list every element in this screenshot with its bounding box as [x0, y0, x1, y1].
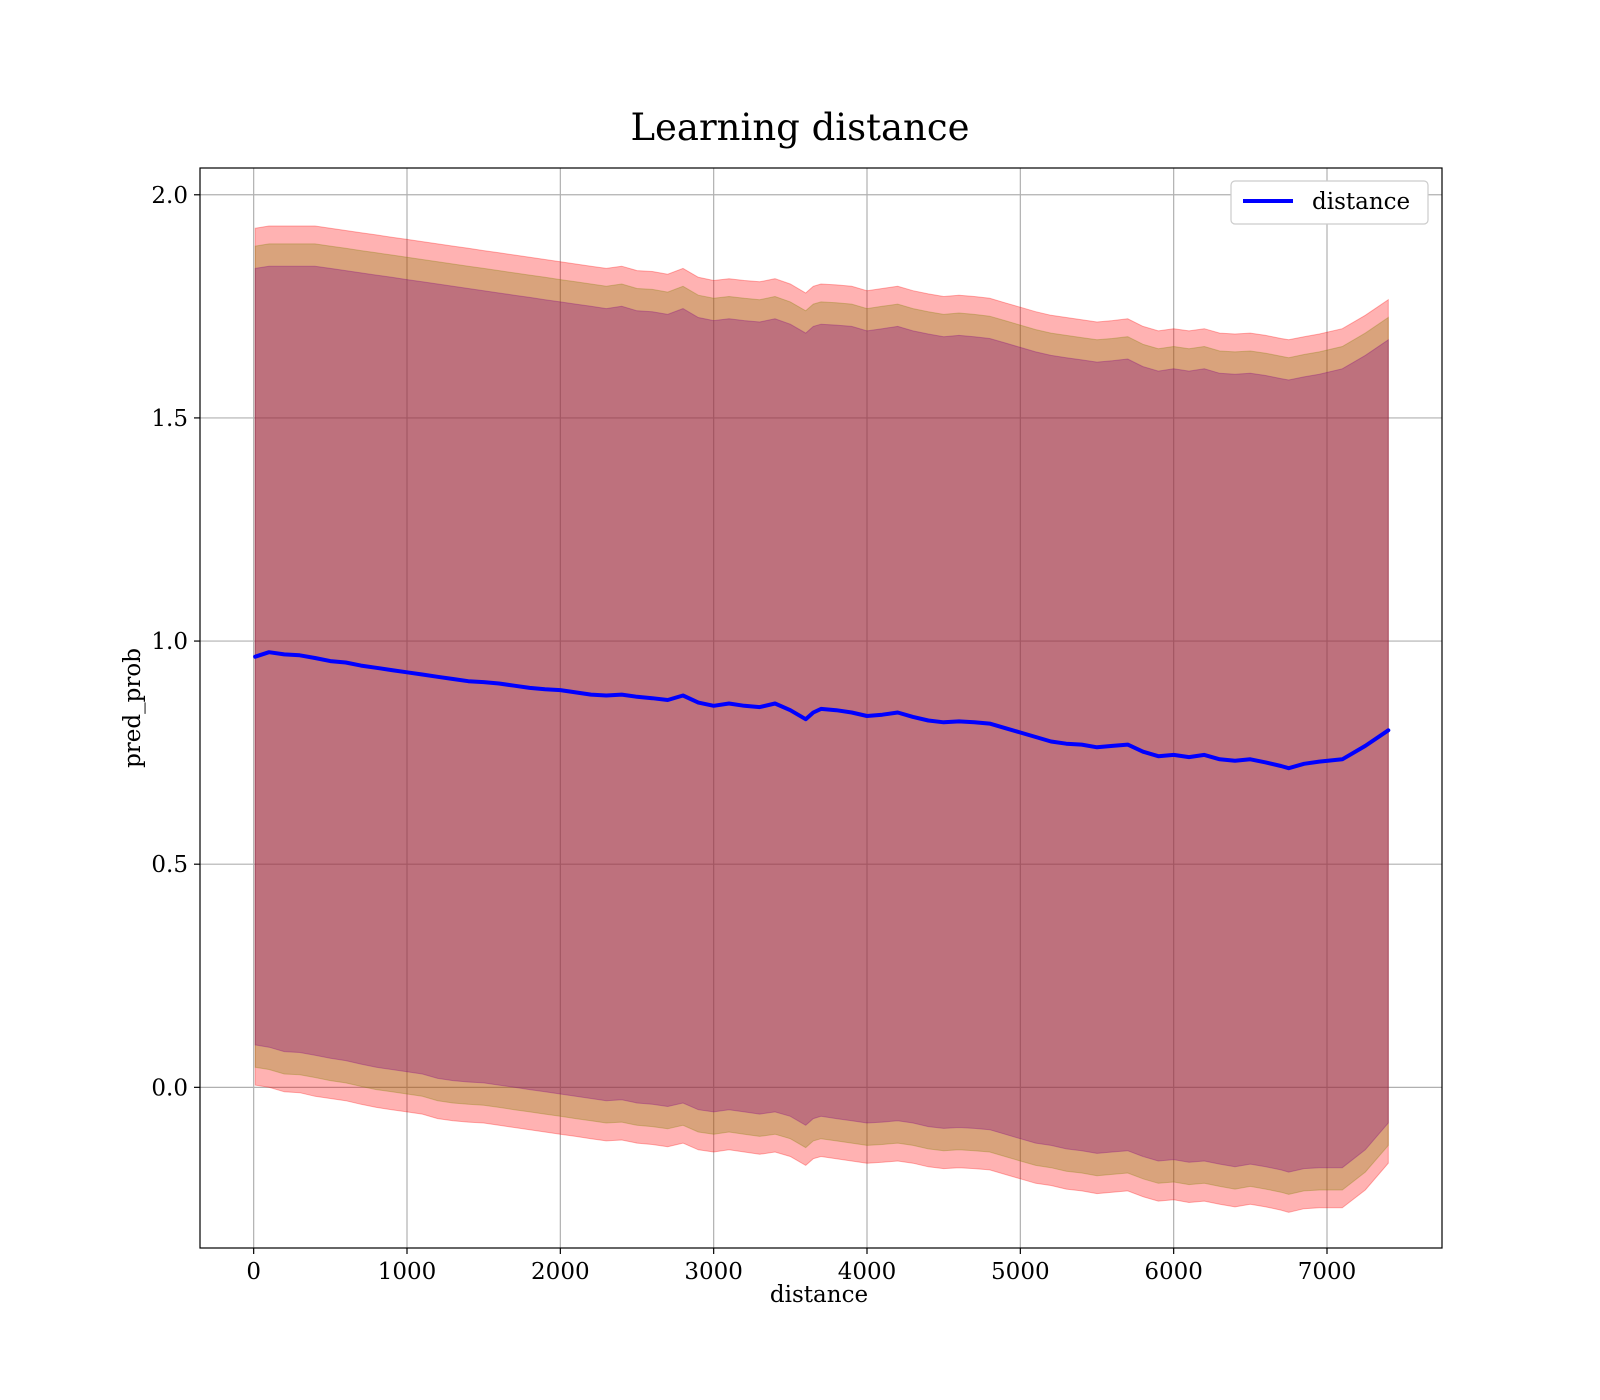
chart-title: Learning distance [630, 106, 969, 149]
x-tick-label: 0 [246, 1259, 261, 1285]
ticks: 0 1000 2000 3000 4000 5000 6000 7000 0.0 0.5 1.0 1.… [151, 183, 1356, 1285]
series-lines [253, 650, 1391, 771]
confidence-band-1 [254, 225, 1389, 1213]
confidence-band-3 [254, 265, 1389, 1173]
x-axis-label: distance [770, 1282, 868, 1308]
y-tick-label: 2.0 [151, 183, 188, 209]
grid [200, 168, 1442, 1248]
x-tick-label: 4000 [838, 1259, 897, 1285]
confidence-band-2 [254, 243, 1389, 1195]
y-tick-label: 1.5 [151, 406, 188, 432]
legend-box [1230, 180, 1429, 225]
plot-frame [199, 167, 1443, 1249]
x-tick-label: 6000 [1144, 1259, 1203, 1285]
x-tick-label: 1000 [378, 1259, 437, 1285]
y-tick-label: 1.0 [151, 629, 188, 655]
x-tick-label: 3000 [684, 1259, 743, 1285]
legend: distance [1230, 180, 1429, 225]
x-tick-label: 7000 [1298, 1259, 1357, 1285]
y-tick-label: 0.0 [151, 1075, 188, 1101]
series-line-distance [253, 650, 1391, 771]
x-tick-label: 5000 [991, 1259, 1050, 1285]
legend-label-distance: distance [1312, 189, 1410, 215]
y-tick-label: 0.5 [151, 852, 188, 878]
x-tick-label: 2000 [531, 1259, 590, 1285]
confidence-bands [254, 225, 1389, 1213]
y-axis-label: pred_prob [120, 648, 146, 768]
